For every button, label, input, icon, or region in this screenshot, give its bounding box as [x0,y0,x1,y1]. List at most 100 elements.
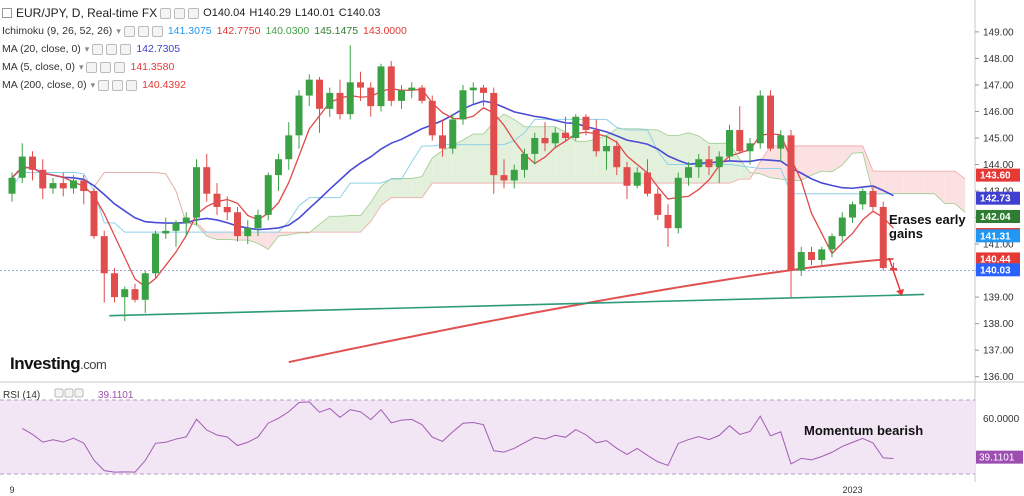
indicator-value: 140.4392 [142,79,186,91]
indicator-label: Ichimoku (9, 26, 52, 26) [2,25,113,37]
dropdown-arrow-icon[interactable]: ▾ [84,43,90,54]
dropdown-arrow-icon[interactable]: ▾ [116,25,121,36]
candle-body [715,156,723,168]
price-tag-box [976,210,1020,224]
candle-body [756,95,764,144]
candle-body [869,191,877,207]
indicator-value: 145.1475 [314,25,359,37]
cloud-segment [411,176,422,198]
price-tag-label: 140.44 [980,254,1011,265]
visibility-icon[interactable] [160,7,172,19]
annotations: Erases early gains Momentum bearish [804,212,966,438]
y-tick-label: 148.00 [983,54,1014,65]
ohlc-high: H140.29 [249,7,291,19]
candle-body [275,159,282,176]
candle-body [449,119,457,149]
cloud-segment [862,145,873,194]
dropdown-arrow-icon[interactable]: ▾ [90,79,96,90]
close-icon[interactable] [126,79,138,91]
price-tag-box [976,263,1020,277]
annotation-momentum-bearish: Momentum bearish [804,423,923,438]
candle-body [70,180,77,189]
visibility-icon[interactable] [92,43,104,55]
candle-body [326,92,334,109]
candle-body [592,130,600,152]
candle-body [336,92,344,115]
rsi-control-icon [54,388,64,398]
indicator-label: MA (20, close, 0) [2,43,81,55]
indicator-value: 143.0000 [363,25,407,37]
candle-body [551,132,559,144]
cloud-segment [422,157,433,198]
close-icon[interactable] [120,43,132,55]
candle-body [213,193,221,207]
indicator-label: MA (200, close, 0) [2,79,87,91]
candle-body [500,175,508,181]
cloud-segment [893,171,904,194]
y-tick-label: 144.00 [983,160,1014,171]
indicator-legend-row: Ichimoku (9, 26, 52, 26) ▾ 141.3075 142.775… [2,25,407,37]
annotation-arrow-shaft [888,257,901,291]
candle-body [398,90,405,101]
close-icon[interactable] [151,25,163,37]
indicator-legend-row: MA (5, close, 0) ▾ 141.3580 [2,61,174,73]
price-axis: 149.00148.00147.00146.00145.00144.00143.… [9,27,1020,495]
candle-body [439,135,446,149]
rsi-value-tag-label: 39.1101 [979,453,1015,464]
cloud-segment [944,171,955,204]
price-tag-label: 140.03 [980,265,1011,276]
candle-body [459,90,467,120]
cloud-segment [739,159,750,180]
candle-body [121,289,129,298]
candle-body [510,169,518,181]
candle-body [572,116,580,138]
visibility-icon[interactable] [98,79,110,91]
settings-icon[interactable] [112,79,124,91]
price-tag-box [976,168,1020,182]
candle-body [90,191,98,237]
candle-body [531,138,539,154]
rsi-legend-value: 39.1101 [98,390,134,401]
candle-body [777,135,785,149]
collapse-icon[interactable] [2,8,12,18]
candle-body [357,82,364,88]
cloud-segment [442,145,453,184]
cloud-segment [452,139,463,184]
settings-icon[interactable] [137,25,149,37]
annotation-arrow-head [896,289,904,296]
cloud-segment [370,186,381,222]
candle-body [685,167,692,178]
candle-body [80,180,88,192]
investing-logo: Investing.com [10,354,107,373]
indicator-value: 140.0300 [265,25,310,37]
cloud-segment [575,141,586,184]
symbol-title: EUR/JPY, D, Real-time FX [16,6,158,20]
rsi-band [0,400,975,474]
settings-icon[interactable] [106,43,118,55]
dropdown-arrow-icon[interactable]: ▾ [78,61,84,72]
candle-body [879,206,887,268]
settings-icon[interactable] [174,7,186,19]
cloud-segment [217,232,228,240]
candle-body [705,159,713,168]
price-tag-box [976,252,1020,266]
ohlc-open: O140.04 [203,7,246,19]
settings-icon[interactable] [100,61,112,73]
indicator-value: 141.3075 [167,25,212,37]
candle-body [859,191,867,205]
cloud-segment [534,126,545,184]
y-tick-label: 139.00 [983,293,1014,304]
visibility-icon[interactable] [86,61,98,73]
candle-body [797,252,805,271]
cloud-segment [883,171,894,194]
cloud-segment [360,202,371,233]
candle-body [264,175,272,215]
symbol-header: EUR/JPY, D, Real-time FX O140.04 H140.29… [2,6,380,20]
indicator-label: MA (5, close, 0) [2,61,75,73]
close-icon[interactable] [188,7,200,19]
visibility-icon[interactable] [123,25,135,37]
close-icon[interactable] [114,61,126,73]
candle-body [182,217,190,223]
cloud-segment [329,216,340,233]
candle-body [285,135,293,160]
